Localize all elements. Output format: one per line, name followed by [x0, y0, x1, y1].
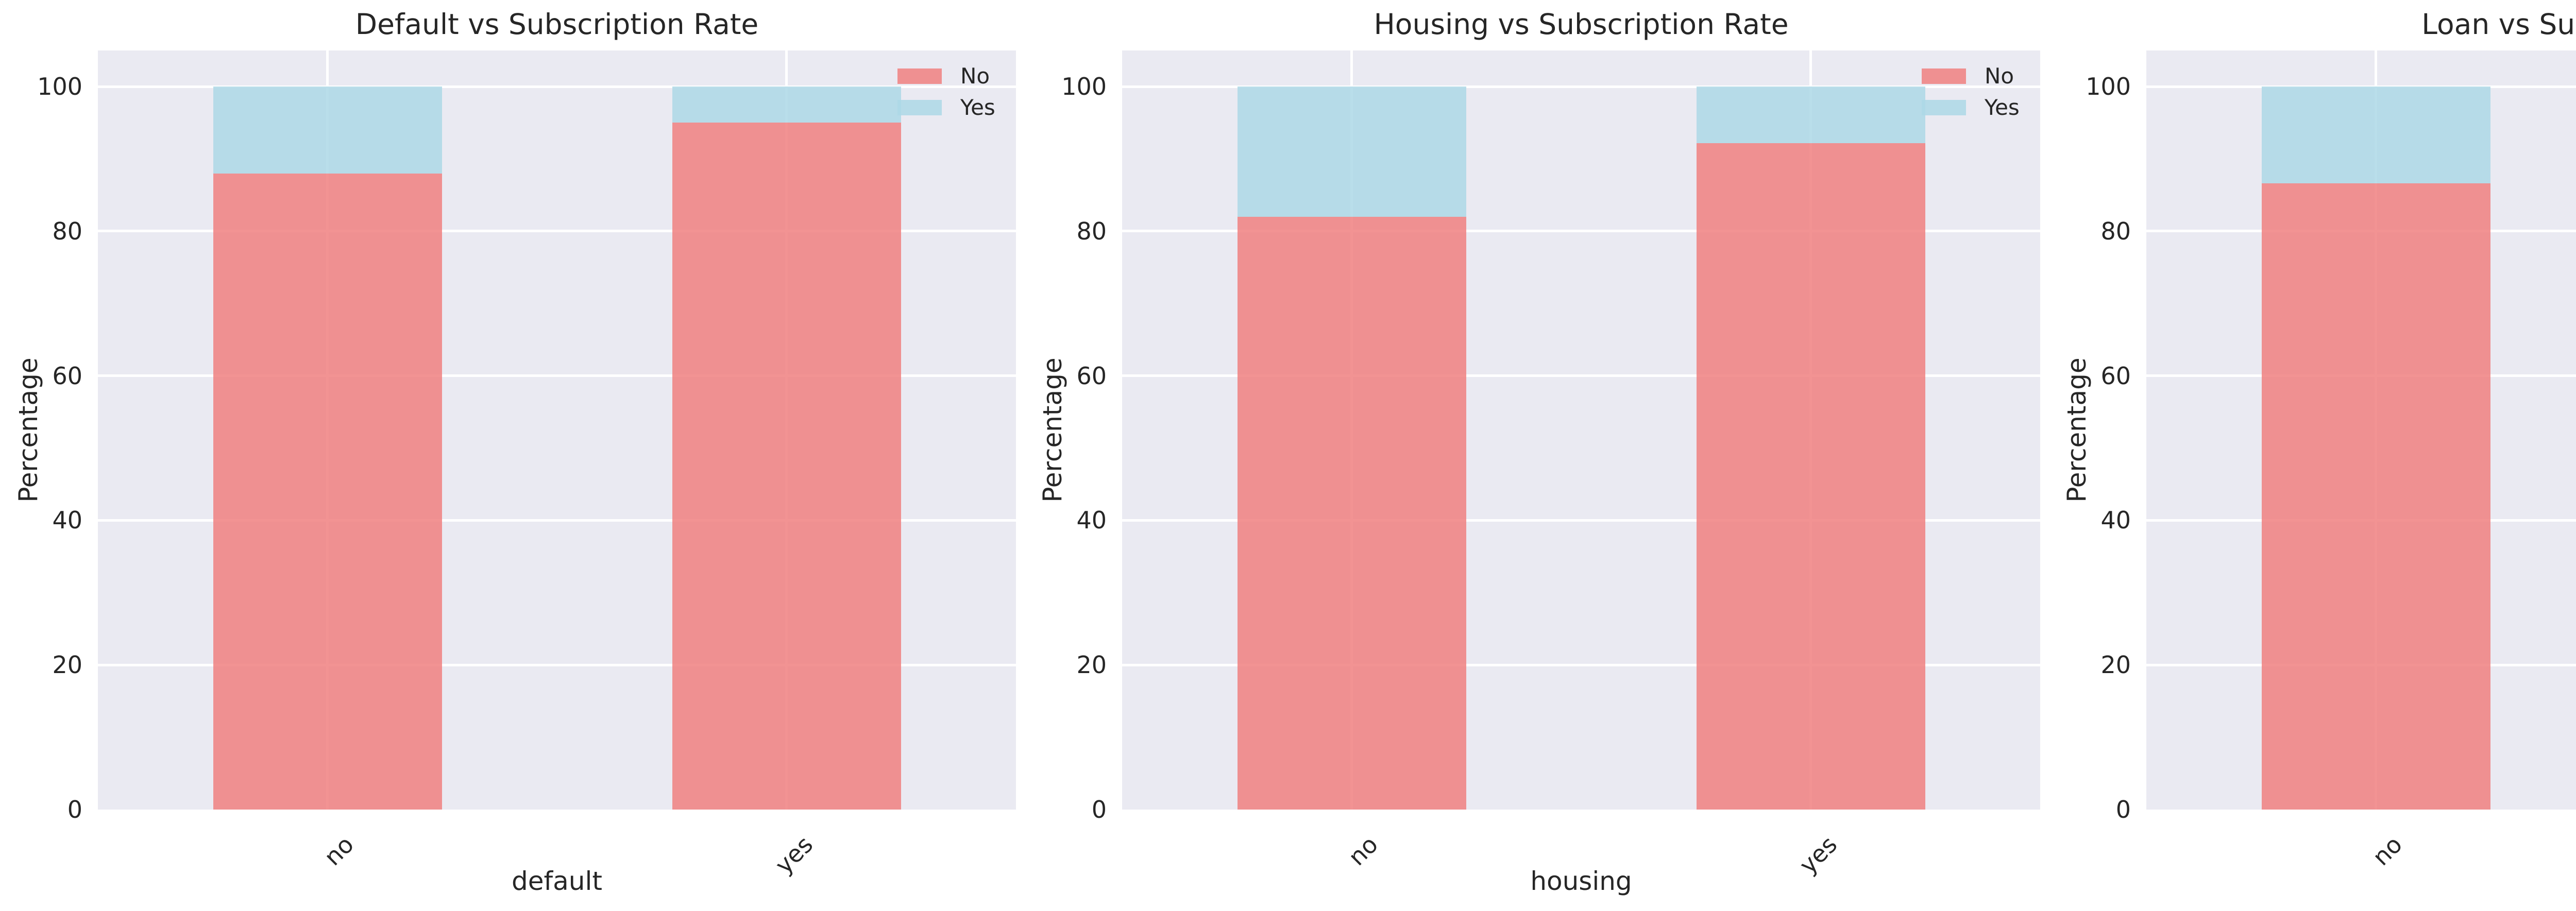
y-tick-label: 20	[52, 651, 82, 679]
y-tick-label: 100	[1061, 73, 1107, 101]
legend-item: No	[897, 63, 995, 89]
legend-swatch-no	[1922, 68, 1966, 84]
bar-yes-no-segment	[1696, 143, 1925, 810]
x-tick-label: no	[2367, 830, 2408, 871]
legend-label: Yes	[960, 95, 995, 120]
y-tick-label: 100	[37, 73, 82, 101]
legend-swatch-yes	[897, 100, 942, 115]
y-tick-label: 80	[2100, 217, 2131, 245]
y-tick-label: 80	[52, 217, 82, 245]
bar-no-no-segment	[1237, 216, 1466, 810]
y-gridline	[98, 519, 1016, 522]
y-gridline	[1122, 374, 2040, 377]
y-tick-label: 40	[52, 506, 82, 535]
x-axis-label: housing	[1530, 866, 1632, 896]
chart-title: Housing vs Subscription Rate	[1374, 8, 1789, 41]
y-tick-label: 60	[52, 362, 82, 390]
y-gridline	[1122, 230, 2040, 233]
y-gridline	[98, 85, 1016, 88]
y-gridline	[1122, 85, 2040, 88]
legend: No Yes	[897, 63, 995, 131]
bar-no-no-segment	[213, 173, 442, 810]
chart-loan: Loan vs Subscription Rate Percentage NoY…	[2062, 0, 2576, 911]
x-tick-label: no	[1343, 830, 1384, 871]
y-tick-label: 0	[2115, 796, 2131, 823]
chart-title: Loan vs Subscription Rate	[2421, 8, 2576, 41]
legend-label: No	[960, 63, 990, 89]
legend-swatch-yes	[1922, 100, 1966, 115]
chart-default: Default vs Subscription Rate Percentage …	[13, 0, 1122, 911]
legend-item: No	[1922, 63, 2020, 89]
legend-label: Yes	[1985, 95, 2020, 120]
y-tick-label: 80	[1076, 217, 1107, 245]
x-tick-label: no	[318, 830, 360, 871]
y-tick-label: 60	[2100, 362, 2131, 390]
y-gridline	[98, 374, 1016, 377]
bar-no-yes-segment	[213, 87, 442, 174]
y-tick-label: 0	[1091, 796, 1107, 823]
y-tick-label: 20	[2100, 651, 2131, 679]
y-gridline	[98, 230, 1016, 233]
legend-item: Yes	[1922, 95, 2020, 120]
y-tick-label: 40	[2100, 506, 2131, 535]
plot-area: No Yes	[98, 50, 1016, 810]
legend-label: No	[1985, 63, 2014, 89]
bar-yes-no-segment	[672, 123, 901, 810]
x-axis-label: loan	[2146, 866, 2576, 896]
y-gridline	[1122, 663, 2040, 666]
y-gridline	[98, 663, 1016, 666]
legend-swatch-no	[897, 68, 942, 84]
bar-no-no-segment	[2261, 183, 2490, 810]
legend: No Yes	[1922, 63, 2020, 131]
y-tick-label: 100	[2086, 73, 2131, 101]
legend-item: Yes	[897, 95, 995, 120]
bar-no-yes-segment	[2261, 87, 2490, 184]
y-tick-label: 60	[1076, 362, 1107, 390]
chart-title: Default vs Subscription Rate	[355, 8, 759, 41]
y-gridline	[1122, 519, 2040, 522]
y-tick-label: 0	[67, 796, 82, 823]
plot-area: No Yes	[1122, 50, 2040, 810]
x-axis-label: default	[512, 866, 602, 896]
y-tick-label: 20	[1076, 651, 1107, 679]
y-tick-label: 40	[1076, 506, 1107, 535]
bar-yes-yes-segment	[672, 87, 901, 123]
y-gridline	[2146, 85, 2576, 88]
bar-yes-yes-segment	[1696, 87, 1925, 143]
chart-housing: Housing vs Subscription Rate Percentage …	[1038, 0, 2146, 911]
bar-no-yes-segment	[1237, 87, 1466, 217]
